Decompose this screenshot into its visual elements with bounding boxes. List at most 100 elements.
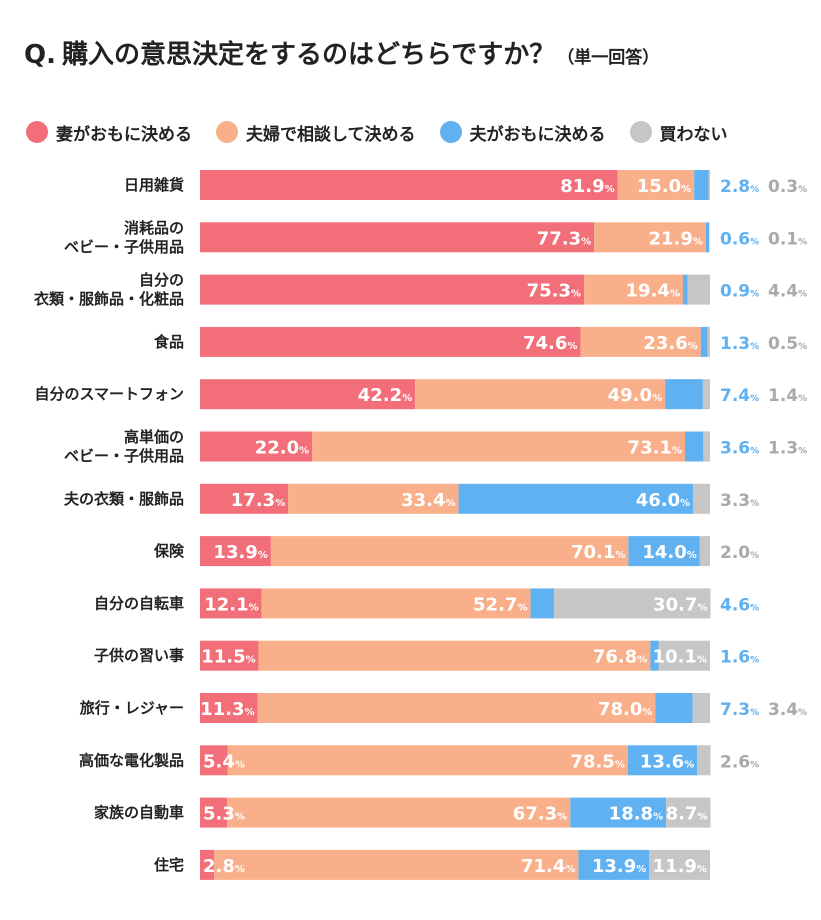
category-label: 夫の衣類・服飾品 (64, 490, 184, 508)
legend-label-husband: 夫がおもに決める (469, 124, 606, 145)
data-label-wife: 5.3% (203, 804, 245, 825)
bar-segment-husband (655, 693, 693, 723)
title-note: （単一回答） (557, 48, 660, 68)
bar-segment-none (687, 274, 710, 305)
data-label-both: 70.1% (571, 542, 625, 563)
bar-segment-none (658, 640, 710, 671)
bar-segment-husband (627, 745, 698, 776)
data-label-wife: 12.1% (204, 594, 258, 615)
data-label-husband: 1.3% (720, 334, 759, 354)
bar-segment-both (594, 222, 706, 253)
data-label-wife: 11.5% (201, 647, 255, 668)
bar-segment-none (699, 536, 710, 567)
data-label-both: 49.0% (608, 385, 662, 406)
data-label-wife: 2.8% (203, 856, 245, 877)
data-label-wife: 42.2% (358, 385, 412, 406)
bar-segment-wife (200, 326, 581, 357)
category-label: 食品 (154, 333, 184, 351)
legend-item-none: 買わない (629, 120, 728, 145)
bar-segment-husband (682, 274, 688, 305)
chart-title: Q. 購入の意思決定をするのはどちらですか？ （単一回答） (24, 34, 659, 71)
legend-swatch-wife (26, 121, 48, 143)
bar-segment-both (227, 797, 571, 828)
data-label-wife: 81.9% (560, 176, 614, 197)
data-label-husband: 7.3% (720, 700, 759, 720)
data-label-both: 76.8% (593, 647, 647, 668)
legend-item-both: 夫婦で相談して決める (216, 120, 416, 145)
bar-segment-none (649, 849, 710, 880)
data-label-wife: 5.4% (203, 751, 245, 772)
data-label-none: 3.4% (768, 700, 807, 720)
category-label: 保険 (153, 542, 185, 560)
data-label-none: 0.5% (768, 334, 807, 354)
bar-segment-wife (200, 274, 585, 305)
legend-item-husband: 夫がおもに決める (439, 120, 606, 145)
data-label-both: 23.6% (643, 333, 697, 354)
category-label: 自分のスマートフォン (34, 385, 184, 403)
bar-segment-none (703, 431, 710, 462)
data-label-both: 21.9% (648, 228, 702, 249)
category-label: 消耗品のベビー・子供用品 (64, 219, 184, 256)
data-label-husband: 14.0% (642, 542, 696, 563)
chart-legend: 妻がおもに決める 夫婦で相談して決める 夫がおもに決める 買わない (26, 118, 728, 146)
bar-segment-husband (705, 222, 709, 253)
legend-label-wife: 妻がおもに決める (56, 124, 192, 145)
bar-segment-none (702, 379, 710, 410)
data-label-none: 4.4% (768, 282, 807, 302)
bar-segment-both (415, 379, 666, 410)
category-label: 自分の衣類・服飾品・化粧品 (34, 271, 184, 308)
category-label: 高価な電化製品 (79, 751, 184, 769)
bar-segment-none (693, 483, 710, 514)
legend-swatch-husband (439, 121, 462, 143)
data-label-husband: 18.8% (609, 804, 663, 825)
title-question: 購入の意思決定をするのはどちらですか？ (61, 40, 556, 70)
bar-segment-both (584, 274, 683, 305)
bar-segment-wife (200, 222, 595, 253)
bar-segment-wife (200, 431, 313, 462)
data-label-none: 10.1% (653, 647, 707, 668)
data-label-husband: 13.6% (640, 751, 694, 772)
bar-segment-none (692, 693, 710, 723)
bar-segment-husband (458, 483, 694, 514)
legend-swatch-none (629, 121, 652, 143)
bar-segment-none (708, 222, 710, 253)
data-label-wife: 74.6% (523, 333, 577, 354)
bar-segment-wife (200, 797, 228, 828)
category-label: 日用雑貨 (124, 176, 184, 194)
data-label-both: 19.4% (626, 281, 680, 302)
bar-segment-wife (200, 379, 416, 410)
category-label: 住宅 (154, 856, 184, 874)
bar-segment-husband (628, 536, 700, 567)
data-label-wife: 17.3% (231, 490, 285, 511)
bar-segment-wife (200, 693, 258, 723)
category-label: 家族の自動車 (94, 804, 184, 822)
bar-segment-husband (685, 431, 704, 462)
data-label-none: 3.3% (720, 491, 759, 511)
bar-segment-husband (578, 849, 650, 880)
legend-label-none: 買わない (659, 124, 728, 145)
data-label-both: 15.0% (637, 176, 691, 197)
bar-segment-both (270, 536, 629, 567)
bar-segment-husband (700, 326, 708, 357)
bar-segment-none (697, 745, 711, 776)
data-label-both: 78.5% (570, 751, 624, 772)
data-label-husband: 2.8% (720, 177, 759, 197)
data-label-husband: 3.6% (720, 439, 759, 459)
data-label-none: 1.4% (768, 386, 807, 406)
data-label-husband: 0.6% (720, 229, 759, 249)
bar-segment-none (666, 797, 711, 828)
data-label-none: 11.9% (653, 856, 707, 877)
bar-segment-wife (200, 640, 259, 671)
data-label-none: 30.7% (653, 594, 707, 615)
category-label: 高単価のベビー・子供用品 (64, 428, 184, 465)
data-label-husband: 4.6% (720, 595, 759, 615)
data-label-both: 73.1% (628, 438, 682, 459)
category-label: 子供の習い事 (94, 647, 184, 665)
category-label: 旅行・レジャー (80, 699, 184, 717)
bar-segment-husband (650, 640, 659, 671)
data-label-husband: 1.6% (720, 648, 759, 668)
data-label-wife: 77.3% (537, 228, 591, 249)
bar-segment-wife (200, 483, 289, 514)
bar-segment-both (261, 588, 531, 619)
data-label-both: 78.0% (598, 699, 652, 720)
